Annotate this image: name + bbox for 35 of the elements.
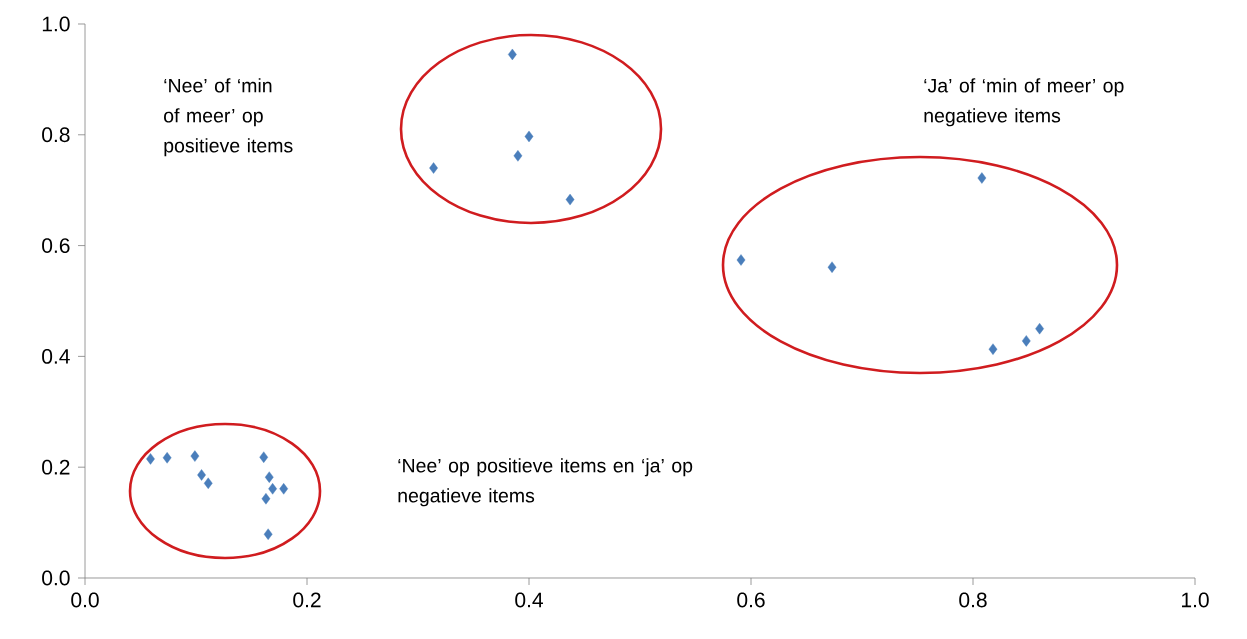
point xyxy=(524,130,534,143)
x-tick-label: 0.2 xyxy=(293,592,321,608)
y-tick-label: 1.0 xyxy=(42,16,70,32)
point xyxy=(261,493,271,505)
y-tick-label: 0.4 xyxy=(42,348,70,364)
point xyxy=(429,162,438,174)
point xyxy=(190,450,200,462)
point xyxy=(263,528,273,540)
x-tick-label: 0.4 xyxy=(515,592,543,608)
point xyxy=(268,483,277,495)
point xyxy=(279,483,289,495)
point xyxy=(146,453,155,465)
point xyxy=(203,477,213,489)
point xyxy=(264,471,274,483)
y-tick-label: 0.6 xyxy=(42,238,70,254)
x-tick-label: 0.8 xyxy=(959,592,987,608)
point xyxy=(988,343,998,355)
point xyxy=(162,452,172,464)
x-tick-label: 0.6 xyxy=(737,592,765,608)
point xyxy=(197,469,206,481)
point xyxy=(565,193,575,206)
annotation: ‘Ja’ of ‘min of meer’ op negatieve items xyxy=(924,78,1124,127)
x-tick-label: 1.0 xyxy=(1182,592,1209,608)
x-tick-label: 0.0 xyxy=(71,592,99,608)
point xyxy=(259,451,269,463)
annotation: ‘Nee’ op positieve items en ‘ja’ op negatieve items xyxy=(398,458,693,507)
point xyxy=(736,254,746,266)
y-tick-label: 0.0 xyxy=(42,570,70,586)
point xyxy=(513,150,523,162)
point xyxy=(977,172,987,184)
point xyxy=(1021,335,1031,347)
annotation: ‘Nee’ of ‘min of meer’ op positieve items xyxy=(164,78,293,157)
point xyxy=(827,261,837,273)
y-tick-label: 0.2 xyxy=(42,459,70,475)
y-tick-label: 0.8 xyxy=(42,127,70,143)
